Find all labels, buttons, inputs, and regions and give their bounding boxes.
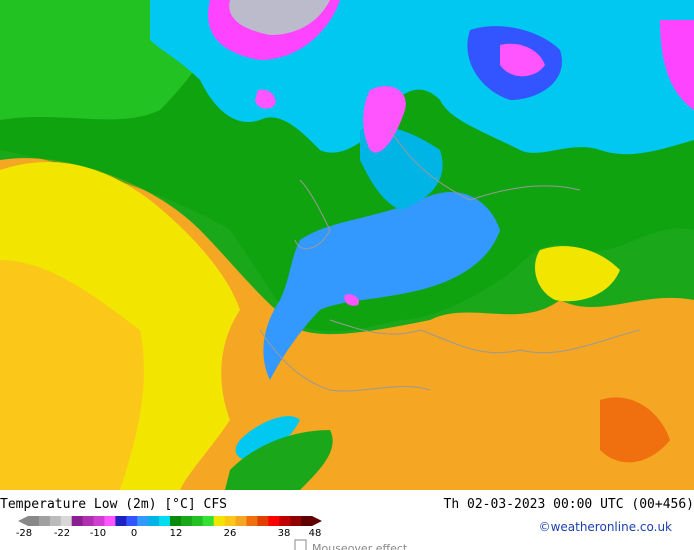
colorbar-swatch <box>257 516 269 526</box>
colorbar-swatch <box>148 516 160 526</box>
colorbar-swatch <box>71 516 84 526</box>
colorbar-swatch <box>246 516 258 526</box>
colorbar-tick-label: 38 <box>278 528 291 539</box>
colorbar-tick-label: 0 <box>131 528 137 539</box>
colorbar-swatch <box>301 516 313 526</box>
colorbar-tick-label: 12 <box>170 528 183 539</box>
colorbar-tick-label: 26 <box>224 528 237 539</box>
colorbar-swatch <box>60 516 73 526</box>
colorbar-swatch <box>38 516 51 526</box>
mouseover-label[interactable]: Mouseover effect <box>312 542 408 550</box>
map <box>0 0 694 490</box>
colorbar-swatch <box>49 516 62 526</box>
colorbar-swatch <box>224 516 237 526</box>
colorbar-swatch <box>235 516 247 526</box>
colorbar-swatch <box>213 516 226 526</box>
colorbar-swatch <box>279 516 291 526</box>
colorbar-swatch <box>159 516 171 526</box>
colorbar-swatch <box>170 516 182 526</box>
colorbar-swatch <box>28 516 40 526</box>
colorbar-swatch <box>93 516 105 526</box>
colorbar-swatch <box>202 516 215 526</box>
colorbar-swatch <box>115 516 127 526</box>
colorbar-swatch <box>268 516 280 526</box>
map-datetime: Th 02-03-2023 00:00 UTC (00+456) <box>444 497 694 512</box>
colorbar-end <box>312 516 322 526</box>
colorbar-swatch <box>180 516 193 526</box>
colorbar-swatch <box>104 516 116 526</box>
colorbar-swatch <box>290 516 302 526</box>
colorbar-tick-label: 48 <box>309 528 322 539</box>
colorbar-tick-label: -10 <box>90 528 106 539</box>
colorbar-swatch <box>137 516 149 526</box>
colorbar-tick-label: -28 <box>16 528 32 539</box>
map-title: Temperature Low (2m) [°C] CFS <box>0 497 227 512</box>
colorbar-swatch <box>126 516 138 526</box>
colorbar-tick-label: -22 <box>54 528 70 539</box>
credit: ©weatheronline.co.uk <box>539 520 672 534</box>
colorbar-end <box>18 516 28 526</box>
colorbar: -28 -22 -10 0 12 26 38 48 <box>16 516 322 539</box>
colorbar-swatch <box>82 516 95 526</box>
colorbar-swatch <box>191 516 204 526</box>
checkbox[interactable] <box>294 539 307 550</box>
